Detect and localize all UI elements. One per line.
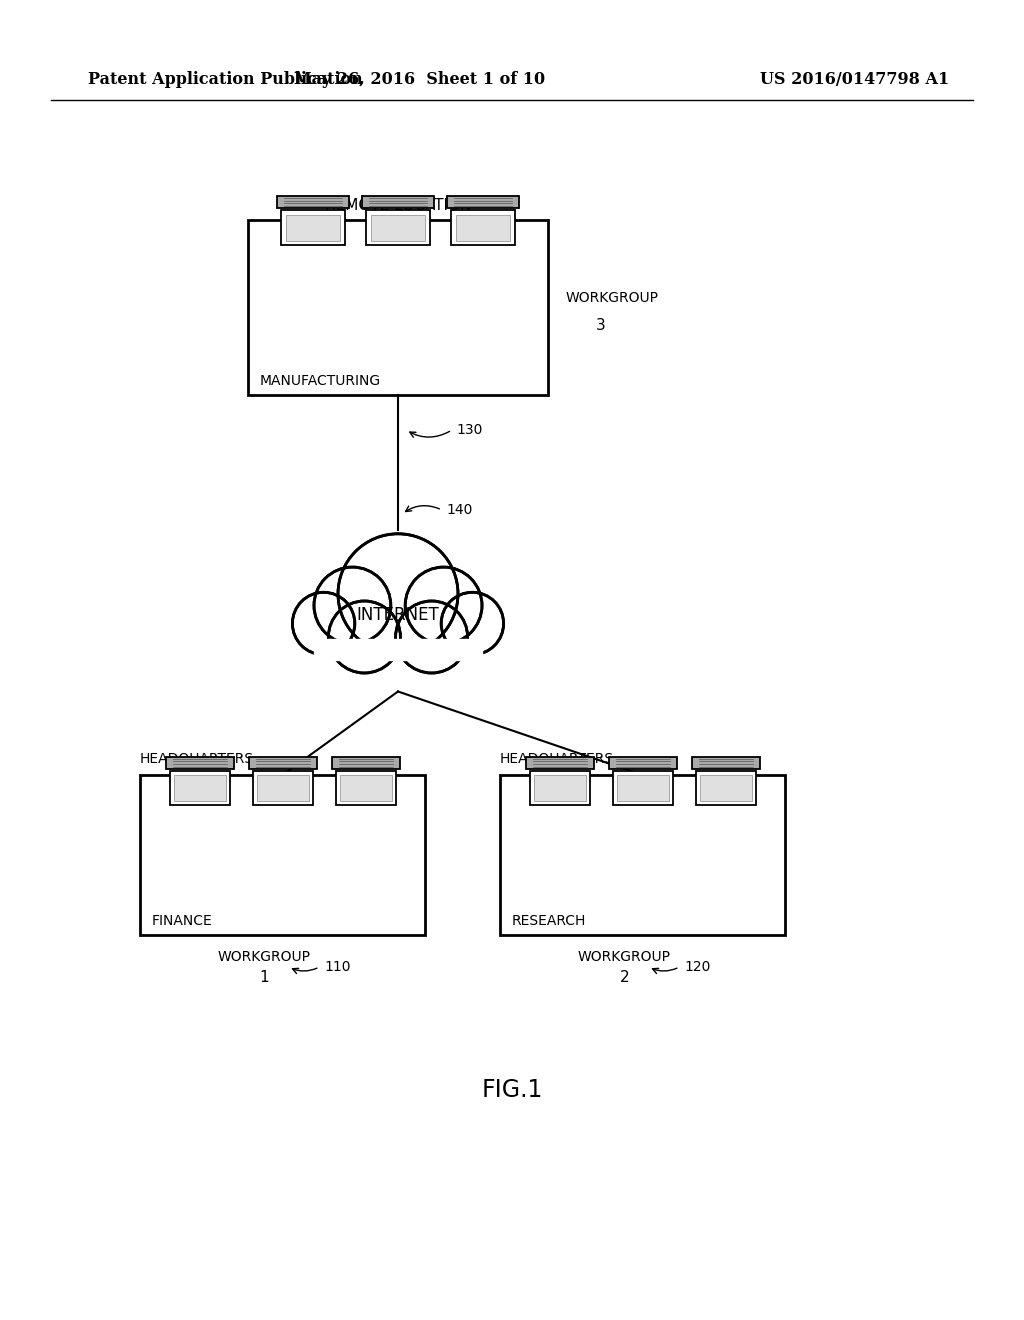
Text: RESEARCH: RESEARCH — [512, 913, 587, 928]
Circle shape — [338, 533, 458, 653]
Bar — [367, 210, 430, 246]
Bar — [700, 775, 752, 801]
Text: HEADQUARTERS: HEADQUARTERS — [500, 751, 614, 766]
Text: 3: 3 — [596, 318, 606, 333]
Text: MANUFACTURING: MANUFACTURING — [260, 374, 381, 388]
Circle shape — [441, 593, 504, 655]
Bar — [332, 756, 400, 768]
Text: 1: 1 — [260, 969, 269, 985]
Text: FINANCE: FINANCE — [152, 913, 213, 928]
Bar — [278, 195, 349, 209]
Bar — [535, 775, 586, 801]
Bar — [696, 771, 756, 805]
Circle shape — [329, 601, 400, 673]
Bar — [140, 775, 425, 935]
Text: WORKGROUP: WORKGROUP — [566, 290, 659, 305]
Circle shape — [395, 601, 468, 673]
Text: WORKGROUP: WORKGROUP — [218, 950, 311, 964]
Circle shape — [314, 568, 391, 644]
Circle shape — [293, 593, 354, 655]
Bar — [286, 215, 340, 240]
Bar — [282, 210, 345, 246]
Circle shape — [441, 593, 504, 655]
Bar — [311, 595, 484, 651]
Bar — [617, 775, 669, 801]
Circle shape — [406, 568, 482, 644]
Text: US 2016/0147798 A1: US 2016/0147798 A1 — [760, 71, 949, 88]
Bar — [526, 756, 594, 768]
Circle shape — [338, 533, 458, 653]
Bar — [530, 771, 590, 805]
Text: Patent Application Publication: Patent Application Publication — [88, 71, 362, 88]
Bar — [609, 756, 677, 768]
Text: REMOTE LOCATION: REMOTE LOCATION — [325, 198, 471, 213]
Circle shape — [406, 568, 482, 644]
Text: HEADQUARTERS: HEADQUARTERS — [140, 751, 254, 766]
Bar — [362, 195, 434, 209]
Text: FIG.1: FIG.1 — [481, 1078, 543, 1102]
Bar — [692, 756, 760, 768]
Bar — [336, 771, 396, 805]
Text: 2: 2 — [620, 969, 630, 985]
Text: 130: 130 — [456, 422, 482, 437]
Bar — [452, 210, 515, 246]
Text: WORKGROUP: WORKGROUP — [578, 950, 671, 964]
Text: 110: 110 — [325, 960, 351, 974]
Bar — [166, 756, 234, 768]
Polygon shape — [314, 601, 482, 651]
Bar — [170, 771, 230, 805]
Text: INTERNET: INTERNET — [356, 606, 439, 624]
Circle shape — [293, 593, 354, 655]
Bar — [174, 775, 226, 801]
Bar — [248, 220, 548, 395]
Polygon shape — [314, 639, 482, 660]
Circle shape — [329, 601, 400, 673]
Bar — [340, 775, 392, 801]
Bar — [249, 756, 317, 768]
Bar — [456, 215, 510, 240]
Text: 140: 140 — [446, 503, 472, 517]
Bar — [257, 775, 309, 801]
Bar — [613, 771, 673, 805]
Bar — [253, 771, 313, 805]
Text: 120: 120 — [684, 960, 711, 974]
Bar — [500, 775, 785, 935]
Bar — [371, 215, 425, 240]
Text: May 26, 2016  Sheet 1 of 10: May 26, 2016 Sheet 1 of 10 — [295, 71, 546, 88]
Circle shape — [395, 601, 468, 673]
Circle shape — [314, 568, 391, 644]
Bar — [447, 195, 519, 209]
